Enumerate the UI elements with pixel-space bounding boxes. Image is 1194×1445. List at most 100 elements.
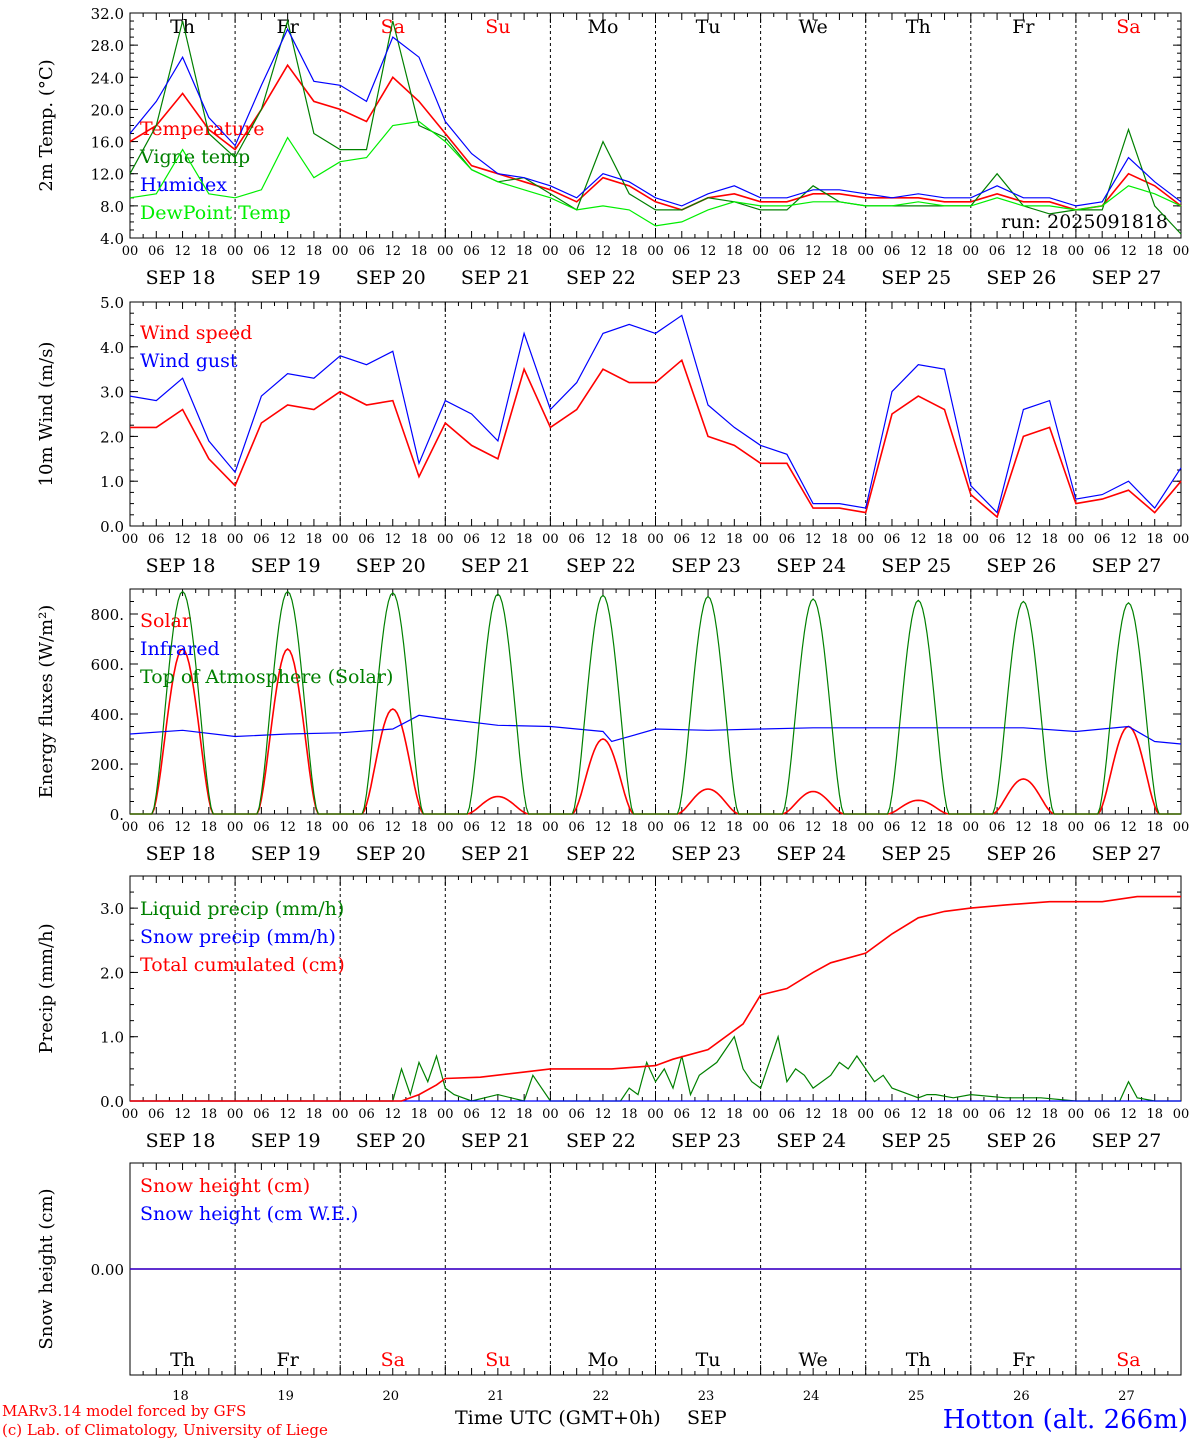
temp-date-label: SEP 24 <box>776 267 846 289</box>
energy-hour-label: 06 <box>779 820 796 835</box>
temp-hour-label: 00 <box>542 244 559 259</box>
wind-ylabel: 10m Wind (m/s) <box>36 342 57 487</box>
temp-series-vigne-temp <box>129 18 1182 235</box>
energy-hour-label: 00 <box>963 820 980 835</box>
wind-date-label: SEP 20 <box>356 555 426 577</box>
temp-hour-label: 12 <box>910 244 927 259</box>
precip-date-label: SEP 26 <box>986 1130 1056 1152</box>
temp-hour-label: 06 <box>463 244 480 259</box>
wind-legend-0: Wind speed <box>140 322 252 344</box>
precip-hour-label: 12 <box>384 1107 401 1122</box>
precip-legend-1: Snow precip (mm/h) <box>140 926 336 948</box>
wind-date-label: SEP 27 <box>1092 555 1162 577</box>
wind-hour-label: 18 <box>411 532 428 547</box>
temp-hour-label: 00 <box>647 244 664 259</box>
temp-date-label: SEP 18 <box>146 267 216 289</box>
precip-hour-label: 18 <box>936 1107 953 1122</box>
energy-series-infrared <box>129 714 1182 745</box>
precip-hour-label: 00 <box>857 1107 874 1122</box>
snow-day-abbr: We <box>799 1349 828 1371</box>
energy-hour-label: 12 <box>1015 820 1032 835</box>
energy-ytick-label: 0. <box>110 806 124 824</box>
wind-ytick-label: 1.0 <box>100 473 124 491</box>
precip-hour-label: 06 <box>568 1107 585 1122</box>
wind-hour-label: 12 <box>384 532 401 547</box>
snow-day-abbr: Fr <box>1012 1349 1035 1371</box>
temp-hour-label: 06 <box>989 244 1006 259</box>
energy-hour-label: 00 <box>1173 820 1190 835</box>
wind-date-label: SEP 22 <box>566 555 636 577</box>
wind-hour-label: 00 <box>542 532 559 547</box>
temp-hour-label: 18 <box>201 244 218 259</box>
energy-hour-label: 00 <box>332 820 349 835</box>
wind-date-label: SEP 21 <box>461 555 531 577</box>
wind-series-wind-gust <box>129 314 1182 514</box>
snow-day-number: 22 <box>593 1389 610 1404</box>
energy-ylabel: Energy fluxes (W/m²) <box>36 605 57 799</box>
snow-day-number: 26 <box>1013 1389 1030 1404</box>
temp-ytick-label: 4.0 <box>100 230 124 248</box>
precip-hour-label: 12 <box>1120 1107 1137 1122</box>
temp-hour-label: 12 <box>595 244 612 259</box>
wind-hour-label: 12 <box>595 532 612 547</box>
wind-hour-label: 18 <box>1146 532 1163 547</box>
energy-hour-label: 06 <box>674 820 691 835</box>
energy-date-label: SEP 24 <box>776 843 846 865</box>
precip-hour-label: 18 <box>201 1107 218 1122</box>
energy-hour-label: 18 <box>831 820 848 835</box>
wind-hour-label: 06 <box>463 532 480 547</box>
energy-hour-label: 18 <box>411 820 428 835</box>
temp-hour-label: 12 <box>700 244 717 259</box>
temp-hour-label: 18 <box>936 244 953 259</box>
wind-ytick-label: 2.0 <box>100 428 124 446</box>
temp-day-abbr: Th <box>170 16 195 38</box>
energy-hour-label: 00 <box>437 820 454 835</box>
wind-hour-label: 18 <box>516 532 533 547</box>
energy-date-label: SEP 20 <box>356 843 426 865</box>
wind-hour-label: 00 <box>332 532 349 547</box>
wind-ytick-label: 0.0 <box>100 518 124 536</box>
temp-series-dewpoint-temp <box>129 120 1182 227</box>
wind-date-label: SEP 24 <box>776 555 846 577</box>
wind-hour-label: 06 <box>779 532 796 547</box>
energy-date-label: SEP 18 <box>146 843 216 865</box>
temp-day-abbr: Sa <box>381 16 405 38</box>
precip-date-label: SEP 27 <box>1092 1130 1162 1152</box>
x-axis-title: Time UTC (GMT+0h) <box>455 1407 661 1429</box>
temp-date-label: SEP 25 <box>881 267 951 289</box>
temp-series-temperature <box>129 63 1182 211</box>
credit-line-2: (c) Lab. of Climatology, University of L… <box>2 1421 328 1439</box>
precip-date-label: SEP 24 <box>776 1130 846 1152</box>
energy-hour-label: 12 <box>805 820 822 835</box>
temp-hour-label: 00 <box>963 244 980 259</box>
wind-hour-label: 12 <box>490 532 507 547</box>
energy-hour-label: 06 <box>253 820 270 835</box>
wind-hour-label: 12 <box>805 532 822 547</box>
energy-hour-label: 12 <box>490 820 507 835</box>
energy-hour-label: 18 <box>621 820 638 835</box>
temp-ytick-label: 32.0 <box>91 5 124 23</box>
temp-day-abbr: Fr <box>1012 16 1035 38</box>
temp-hour-label: 18 <box>516 244 533 259</box>
precip-hour-label: 06 <box>148 1107 165 1122</box>
energy-hour-label: 00 <box>1068 820 1085 835</box>
temp-hour-label: 18 <box>306 244 323 259</box>
energy-hour-label: 06 <box>148 820 165 835</box>
wind-frame <box>129 301 1182 527</box>
precip-hour-label: 12 <box>700 1107 717 1122</box>
temp-hour-label: 06 <box>1094 244 1111 259</box>
temp-date-label: SEP 19 <box>251 267 321 289</box>
temp-date-label: SEP 27 <box>1092 267 1162 289</box>
energy-ytick-label: 400. <box>91 706 124 724</box>
precip-date-label: SEP 25 <box>881 1130 951 1152</box>
precip-hour-label: 00 <box>752 1107 769 1122</box>
precip-ytick-label: 1.0 <box>100 1029 124 1047</box>
precip-hour-label: 18 <box>621 1107 638 1122</box>
temp-ytick-label: 24.0 <box>91 69 124 87</box>
energy-hour-label: 06 <box>568 820 585 835</box>
precip-hour-label: 00 <box>437 1107 454 1122</box>
temp-day-abbr: We <box>799 16 828 38</box>
temp-ytick-label: 16.0 <box>91 134 124 152</box>
temp-hour-label: 00 <box>1068 244 1085 259</box>
